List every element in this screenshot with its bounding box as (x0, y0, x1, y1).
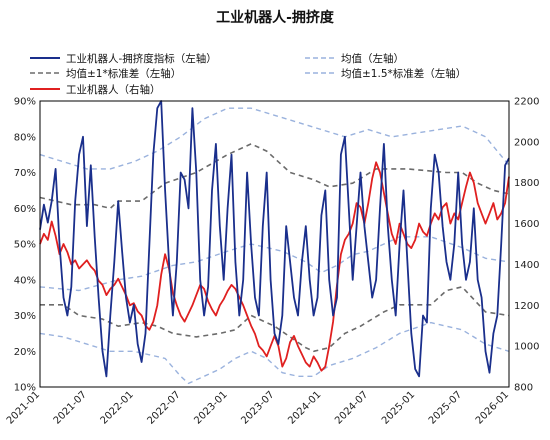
right-tick-label: 1400 (514, 260, 539, 271)
legend-label: 均值（左轴） (341, 52, 404, 65)
series-mean-plus-1sd (39, 143, 510, 210)
left-axis: 10% 20% 30% 40% 50% 60% 70% 80% 90% (14, 97, 36, 394)
x-tick-label: 2024-07 (333, 389, 370, 426)
x-tick-label: 2022-01 (99, 389, 136, 426)
right-tick-label: 1600 (514, 219, 539, 230)
left-tick-label: 30% (14, 311, 36, 322)
right-tick-label: 1000 (514, 342, 539, 353)
series-mean-plus-1p5sd (39, 107, 510, 170)
x-axis: 2021-01 2021-07 2022-01 2022-07 2023-01 2023-… (5, 389, 511, 426)
left-tick-label: 20% (14, 347, 36, 358)
x-tick-label: 2023-01 (192, 389, 229, 426)
x-tick-label: 2021-07 (52, 389, 89, 426)
x-tick-label: 2025-07 (427, 389, 464, 426)
x-tick-label: 2022-07 (145, 389, 182, 426)
x-tick-label: 2021-01 (5, 389, 42, 426)
legend-label: 均值±1*标准差（左轴） (66, 67, 181, 80)
right-tick-label: 1200 (514, 301, 539, 312)
plot-frame (39, 100, 510, 388)
right-tick-label: 1800 (514, 178, 539, 189)
plot-area (39, 100, 510, 385)
left-tick-label: 40% (14, 275, 36, 286)
left-tick-label: 50% (14, 240, 36, 251)
legend-label: 工业机器人-拥挤度指标（左轴） (66, 52, 217, 65)
x-tick-label: 2025-01 (380, 389, 417, 426)
right-axis: 800 1000 1200 1400 1600 1800 2000 2200 (514, 97, 539, 394)
legend-label: 均值±1.5*标准差（左轴） (341, 67, 466, 80)
chart-title: 工业机器人-拥挤度 (216, 9, 335, 26)
series-industrial-robot (39, 161, 510, 372)
legend: 工业机器人-拥挤度指标（左轴） 均值（左轴） 均值±1*标准差（左轴） 均值±1.5*… (30, 52, 466, 96)
left-tick-label: 70% (14, 168, 36, 179)
left-tick-label: 90% (14, 97, 36, 108)
right-tick-label: 800 (514, 383, 533, 394)
left-tick-label: 60% (14, 204, 36, 215)
series-mean-minus-1p5sd (39, 321, 510, 385)
series-crowding-index (39, 100, 510, 378)
x-tick-label: 2023-07 (239, 389, 276, 426)
x-tick-label: 2024-01 (286, 389, 323, 426)
x-tick-label: 2026-01 (474, 389, 511, 426)
left-tick-label: 80% (14, 132, 36, 143)
series-mean (39, 236, 510, 292)
left-tick-label: 10% (14, 383, 36, 394)
right-tick-label: 2200 (514, 97, 539, 108)
legend-label: 工业机器人（右轴） (66, 83, 161, 96)
right-tick-label: 2000 (514, 137, 539, 148)
